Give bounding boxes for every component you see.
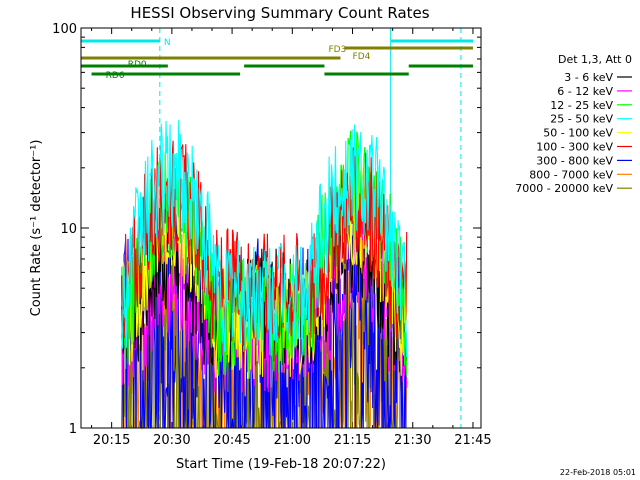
n-flag-label: N — [164, 38, 171, 48]
y-tick-label: 10 — [60, 222, 77, 237]
legend-entry-label: 50 - 100 keV — [543, 127, 613, 140]
fd3-label: FD3 — [328, 45, 346, 55]
legend-header: Det 1,3, Att 0 — [558, 53, 632, 66]
x-tick-label: 21:45 — [454, 433, 491, 448]
x-axis-label: Start Time (19-Feb-18 20:07:22) — [176, 457, 386, 472]
legend-entry-label: 25 - 50 keV — [550, 113, 613, 126]
x-tick-label: 20:15 — [93, 433, 130, 448]
fd4-label: FD4 — [353, 52, 371, 62]
x-tick-label: 21:30 — [394, 433, 431, 448]
legend-entry-label: 12 - 25 keV — [550, 99, 613, 112]
y-tick-label: 1 — [69, 422, 77, 437]
legend-entry-label: 6 - 12 keV — [557, 85, 613, 98]
series-line — [121, 120, 408, 357]
plot-area: 20:15 20:30 20:45 21:00 21:15 21:30 21:45 1 10 10… — [52, 22, 492, 448]
legend-entry-label: 300 - 800 keV — [536, 154, 613, 167]
plot-frame — [80, 27, 482, 429]
legend-entry-label: 800 - 7000 keV — [529, 168, 613, 181]
legend-entry-label: 100 - 300 keV — [536, 141, 613, 154]
legend-entry-label: 7000 - 20000 keV — [515, 182, 613, 195]
y-axis-label: Count Rate (s⁻¹ detector⁻¹) — [29, 140, 44, 317]
series-line — [121, 130, 408, 379]
y-tick-label: 100 — [52, 22, 77, 37]
x-tick-label: 20:30 — [153, 433, 190, 448]
chart-title: HESSI Observing Summary Count Rates — [130, 4, 429, 22]
x-tick-label: 20:45 — [213, 433, 250, 448]
x-tick-label: 21:15 — [334, 433, 371, 448]
rd6-label: RD6 — [106, 71, 125, 81]
date-stamp: 22-Feb-2018 05:01 — [560, 468, 636, 477]
rd0-label: RD0 — [128, 60, 147, 70]
legend-entry-label: 3 - 6 keV — [564, 71, 613, 84]
x-tick-label: 21:00 — [274, 433, 311, 448]
